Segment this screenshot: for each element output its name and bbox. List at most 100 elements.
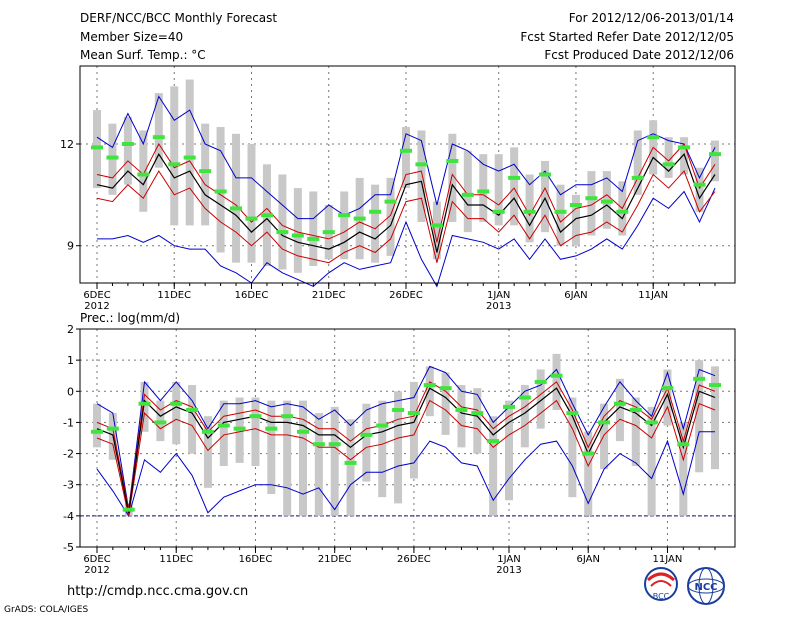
ensemble-mean-line <box>96 153 716 253</box>
median-mark <box>677 442 690 447</box>
x-tick-year-label: 2012 <box>84 565 109 576</box>
ensemble-box <box>556 184 565 246</box>
x-tick-label: 26DEC <box>397 554 431 565</box>
inner-lower-line <box>96 170 716 264</box>
median-mark <box>106 155 119 160</box>
median-mark <box>260 213 273 218</box>
y-tick-label: 9 <box>67 240 74 253</box>
median-mark <box>376 423 389 428</box>
median-mark <box>585 196 598 201</box>
median-mark <box>709 152 721 157</box>
x-tick-label: 16DEC <box>235 290 269 301</box>
median-mark <box>631 175 644 180</box>
median-mark <box>281 414 294 419</box>
y-tick-label: -5 <box>63 541 74 554</box>
ensemble-box <box>473 388 482 454</box>
ensemble-box <box>140 381 149 432</box>
ensemble-box <box>647 406 656 516</box>
median-mark <box>629 407 642 412</box>
median-mark <box>645 420 658 425</box>
ensemble-box <box>571 194 580 246</box>
ensemble-box <box>541 160 550 233</box>
median-mark <box>183 155 196 160</box>
x-tick-label: 26DEC <box>389 290 423 301</box>
ensemble-box <box>479 154 488 222</box>
grads-credits: GrADS: COLA/IGES <box>4 605 89 615</box>
x-tick-label: 11DEC <box>157 290 191 301</box>
median-mark <box>170 401 183 406</box>
ensemble-box <box>679 422 688 516</box>
ensemble-box <box>568 397 577 498</box>
ensemble-box <box>631 397 640 467</box>
ncc-logo-text: NCC <box>694 582 717 593</box>
ensemble-box <box>402 127 410 189</box>
median-mark <box>430 223 443 228</box>
median-mark <box>230 206 243 211</box>
x-tick-label: 6JAN <box>576 554 599 565</box>
ensemble-box <box>154 93 163 168</box>
median-mark <box>407 411 420 416</box>
outer-lower-line <box>97 187 716 288</box>
median-mark <box>338 213 351 218</box>
ensemble-box <box>172 381 181 445</box>
median-mark <box>344 460 357 465</box>
median-mark <box>353 216 366 221</box>
ensemble-box <box>417 130 426 222</box>
median-mark <box>249 414 262 419</box>
median-mark <box>539 172 552 177</box>
median-mark <box>554 209 567 214</box>
ensemble-mean-line <box>96 387 716 513</box>
median-mark <box>217 423 230 428</box>
ensemble-box <box>600 403 609 470</box>
plot-frame <box>79 65 736 284</box>
ensemble-box <box>123 116 132 185</box>
median-mark <box>523 209 536 214</box>
forecast-produced-date: Fcst Produced Date 2012/12/06 <box>544 48 734 62</box>
plot-frame <box>79 328 736 548</box>
median-mark <box>91 145 103 150</box>
x-tick-label: 21DEC <box>318 554 352 565</box>
ensemble-box <box>615 378 624 442</box>
member-size: Member Size=40 <box>80 30 184 44</box>
x-tick-label: 21DEC <box>312 290 346 301</box>
source-url[interactable]: http://cmdp.ncc.cma.gov.cn <box>67 584 249 599</box>
y-tick-label: -1 <box>63 416 74 429</box>
median-mark <box>168 162 181 167</box>
median-mark <box>297 429 309 434</box>
ensemble-box <box>663 369 672 426</box>
chart-title: DERF/NCC/BCC Monthly Forecast <box>80 11 278 25</box>
median-mark <box>392 407 405 412</box>
median-mark <box>245 216 258 221</box>
median-mark <box>455 407 468 412</box>
median-mark <box>400 148 412 153</box>
ensemble-box <box>203 416 212 488</box>
ensemble-box <box>232 133 241 263</box>
ensemble-box <box>219 400 228 467</box>
ensemble-box <box>309 191 318 267</box>
ncc-logo: NCC <box>687 567 725 605</box>
x-tick-label: 1JAN <box>497 554 520 565</box>
median-mark <box>137 172 150 177</box>
median-mark <box>384 199 397 204</box>
ensemble-box <box>711 366 719 470</box>
outer-upper-line <box>96 95 716 220</box>
y-tick-label: 2 <box>67 323 74 336</box>
median-mark <box>709 383 721 388</box>
ensemble-box <box>711 140 719 182</box>
median-mark <box>360 432 373 437</box>
ensemble-box <box>293 188 302 273</box>
ensemble-box <box>247 143 256 263</box>
bcc-logo-text: BCC <box>653 592 670 601</box>
ensemble-box <box>314 413 323 516</box>
median-mark <box>492 209 505 214</box>
median-mark <box>91 429 103 434</box>
x-tick-label: 6DEC <box>83 554 110 565</box>
ensemble-box <box>93 403 101 448</box>
median-mark <box>566 411 579 416</box>
ensemble-box <box>510 147 519 226</box>
median-mark <box>186 407 199 412</box>
bcc-logo: BCC <box>644 567 678 601</box>
inner-lower-line <box>96 399 716 517</box>
ensemble-box <box>299 400 307 516</box>
